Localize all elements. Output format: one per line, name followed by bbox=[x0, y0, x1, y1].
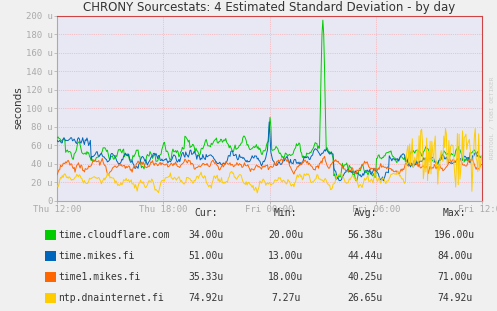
Text: 18.00u: 18.00u bbox=[268, 272, 303, 282]
Text: 26.65u: 26.65u bbox=[348, 293, 383, 303]
Text: 7.27u: 7.27u bbox=[271, 293, 301, 303]
Text: 74.92u: 74.92u bbox=[189, 293, 224, 303]
Text: ntp.dnainternet.fi: ntp.dnainternet.fi bbox=[58, 293, 164, 303]
Text: 74.92u: 74.92u bbox=[437, 293, 472, 303]
Text: time.mikes.fi: time.mikes.fi bbox=[58, 251, 135, 261]
Text: 13.00u: 13.00u bbox=[268, 251, 303, 261]
Text: 44.44u: 44.44u bbox=[348, 251, 383, 261]
Text: 40.25u: 40.25u bbox=[348, 272, 383, 282]
Text: 34.00u: 34.00u bbox=[189, 230, 224, 240]
Text: 196.00u: 196.00u bbox=[434, 230, 475, 240]
Text: 84.00u: 84.00u bbox=[437, 251, 472, 261]
Text: 35.33u: 35.33u bbox=[189, 272, 224, 282]
Text: Max:: Max: bbox=[443, 208, 467, 218]
Text: 51.00u: 51.00u bbox=[189, 251, 224, 261]
Text: time1.mikes.fi: time1.mikes.fi bbox=[58, 272, 140, 282]
Text: 56.38u: 56.38u bbox=[348, 230, 383, 240]
Text: 71.00u: 71.00u bbox=[437, 272, 472, 282]
Text: Avg:: Avg: bbox=[353, 208, 377, 218]
Text: Cur:: Cur: bbox=[194, 208, 218, 218]
Y-axis label: seconds: seconds bbox=[13, 87, 23, 129]
Text: Min:: Min: bbox=[274, 208, 298, 218]
Title: CHRONY Sourcestats: 4 Estimated Standard Deviation - by day: CHRONY Sourcestats: 4 Estimated Standard… bbox=[83, 1, 456, 14]
Text: 20.00u: 20.00u bbox=[268, 230, 303, 240]
Text: RRDTOOL / TOBI OETIKER: RRDTOOL / TOBI OETIKER bbox=[490, 77, 495, 160]
Text: time.cloudflare.com: time.cloudflare.com bbox=[58, 230, 170, 240]
